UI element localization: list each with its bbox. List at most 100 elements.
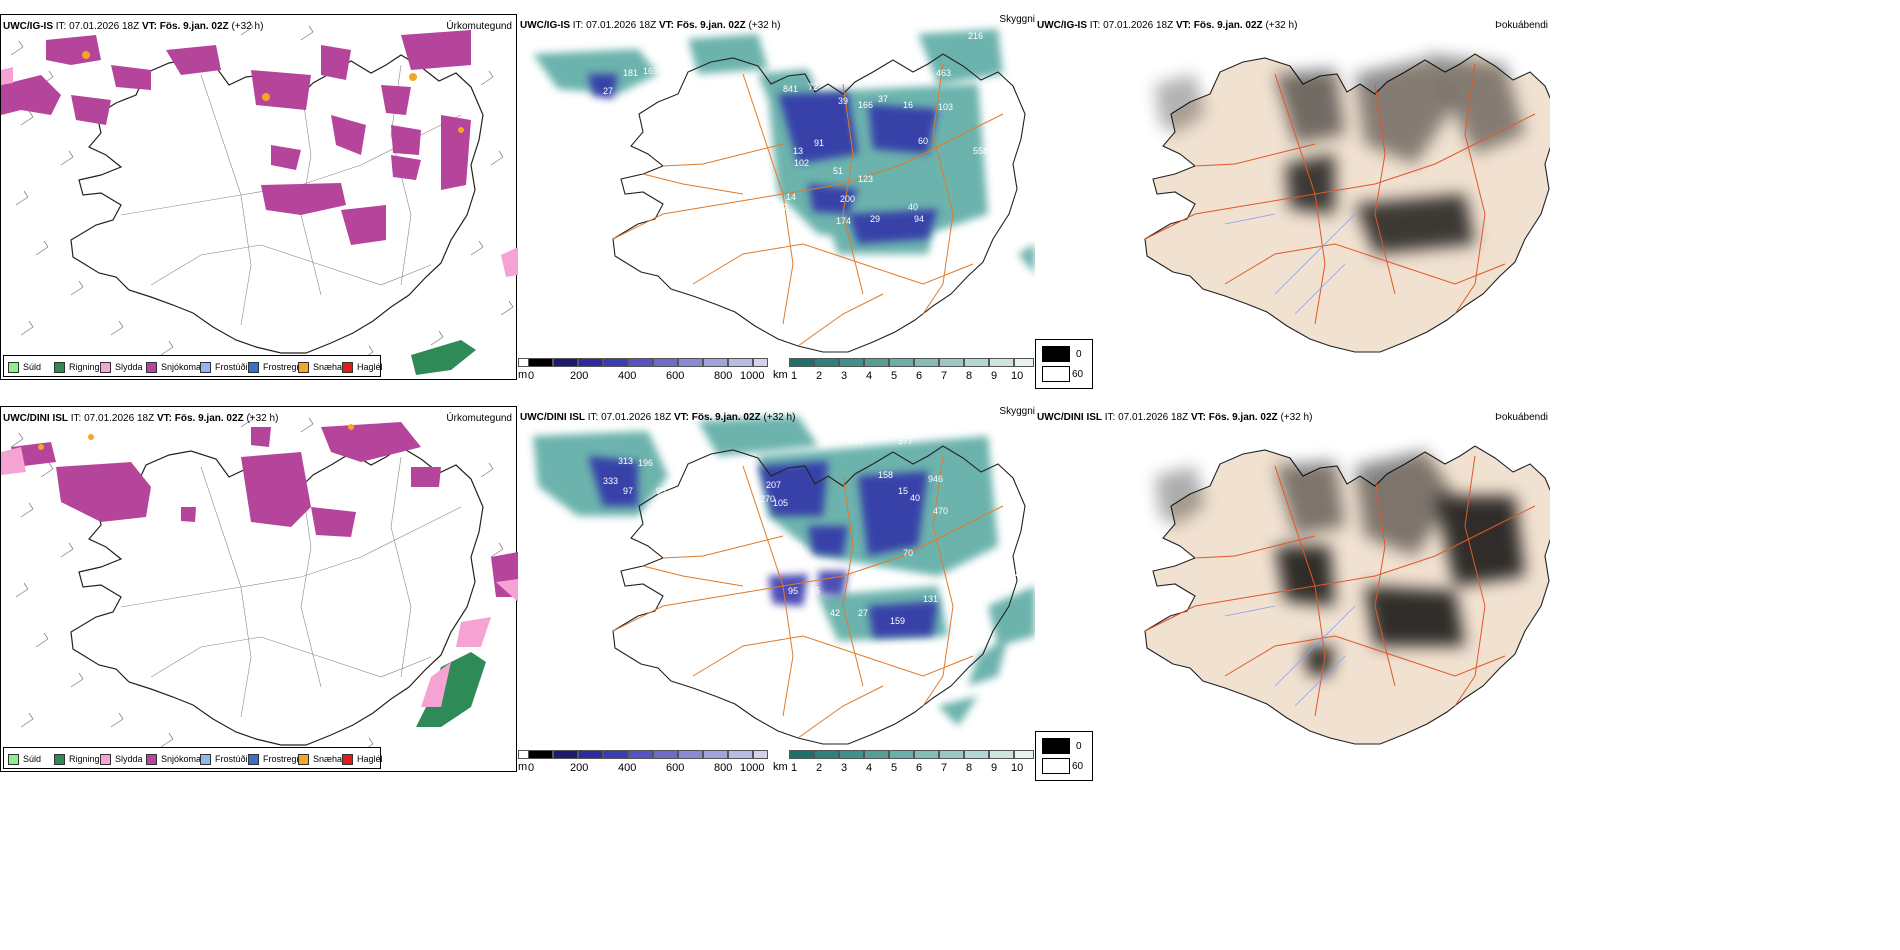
vis-value: 72 [808,82,818,92]
scale-tick: 400 [618,370,637,382]
scale-cell [728,358,753,367]
scale-tick: 600 [666,762,685,774]
scale-cell [703,750,728,759]
scale-tick: 5 [891,370,898,382]
scale-tick: 7 [941,762,948,774]
legend-item: Rigning [54,362,100,374]
fog-panel-r2: UWC/DINI ISL IT: 07.01.2026 18Z VT: Fös.… [1035,406,1550,781]
scale-cell [603,358,628,367]
scale-tick: 200 [570,370,589,382]
vis-value: 70 [903,548,913,558]
scale-cell [1014,358,1034,367]
scale-tick: 1 [791,370,798,382]
vis-value: 123 [858,174,873,184]
scale-cell [864,750,889,759]
fog-value: 0 [1076,741,1082,752]
legend-item: Slydda [100,362,143,374]
vis-value: 182 [773,202,788,212]
vis-value: 223 [1015,568,1030,578]
scale-cell [678,750,703,759]
panel-title: Þokuábendi [1495,412,1548,423]
road-lines [120,456,462,718]
vis-value: 131 [923,594,938,604]
legend-swatch [200,362,211,374]
vis-value: 181 [623,68,638,78]
legend-item: Snæhagl [298,754,349,766]
scale-cell [553,358,578,367]
visibility-map: 181 169 27 841 72 39 166 37 16 103 13 91… [533,29,1035,353]
legend-swatch [248,362,259,374]
vis-value: 463 [936,68,951,78]
vis-value: 51 [833,166,843,176]
rain-areas [416,652,486,727]
scale-cell [728,750,753,759]
panel-title: Þokuábendi [1495,20,1548,31]
scale-cell [578,750,603,759]
scale-tick: 5 [891,762,898,774]
scale-cell [989,750,1014,759]
scale-cell [814,358,839,367]
scale-cell [703,358,728,367]
scale-cell [914,358,939,367]
vis-value: 16 [903,100,913,110]
legend-item: Snæhagl [298,362,349,374]
scale-tick: 0 [528,762,535,774]
panel-header: UWC/IG-IS IT: 07.01.2026 18Z VT: Fös. 9.… [520,20,781,31]
fog-roads [1144,455,1536,717]
scale-cell [678,358,703,367]
scale-tick: 600 [666,370,685,382]
scale-cell [814,750,839,759]
fog-swatch-white [1042,366,1070,382]
scale-cell [628,358,653,367]
fog-swatch-black [1042,738,1070,754]
vis-value: 27 [603,86,613,96]
vis-value: 270 [760,494,775,504]
vis-value: 470 [933,506,948,516]
panel-title: Skyggni [999,406,1035,417]
vis-value: 186 [658,64,673,74]
legend-item: Haglél [342,754,383,766]
fog-swatch-white [1042,758,1070,774]
legend-item: Haglél [342,362,383,374]
panel-title: Skyggni [999,14,1035,25]
panel-header: UWC/DINI ISL IT: 07.01.2026 18Z VT: Fös.… [1037,412,1313,423]
legend-item: Frostúði [200,362,248,374]
sleet-areas [1,447,518,707]
scale-cell [553,750,578,759]
vis-value: 200 [840,194,855,204]
legend-swatch [248,754,259,766]
scale-cell [889,358,914,367]
vis-value: 37 [878,94,888,104]
scale-tick: 7 [941,370,948,382]
snow-pellet-areas [82,51,464,133]
legend-swatch [146,754,157,766]
fog-rivers [1224,605,1356,707]
vis-value: 618 [873,432,888,442]
scale-cell [889,750,914,759]
fog-map [1144,445,1550,745]
scale-unit: m [518,369,528,381]
visibility-km-scale: km 1 2 3 4 5 6 7 8 9 10 [773,358,1035,384]
precip-legend: Súld Rigning Slydda Snjókoma Frostúði Fr… [3,355,383,377]
legend-swatch [298,362,309,374]
legend-swatch [54,754,65,766]
precip-type-panel-r2: UWC/DINI ISL IT: 07.01.2026 18Z VT: Fös.… [0,406,518,772]
scale-cell [628,750,653,759]
scale-tick: 8 [966,762,973,774]
vis-value: 42 [830,608,840,618]
scale-tick: 1000 [740,370,765,382]
vis-value: 40 [908,202,918,212]
scale-tick: 3 [841,370,848,382]
vis-value: 196 [638,458,653,468]
low-visibility-teal [533,29,1035,274]
scale-tick: 800 [714,762,733,774]
precip-type-panel-r1: UWC/IG-IS IT: 07.01.2026 18Z VT: Fös. 9.… [0,14,518,380]
visibility-annotations: 313 196 333 97 95 76 207 270 105 151 999… [603,432,1030,626]
legend-swatch [146,362,157,374]
scale-tick: 8 [966,370,973,382]
scale-cell [1014,750,1034,759]
fog-swatch-black [1042,346,1070,362]
legend-item: Snjókoma [146,754,201,766]
scale-tick: 200 [570,762,589,774]
scale-tick: 2 [816,762,823,774]
